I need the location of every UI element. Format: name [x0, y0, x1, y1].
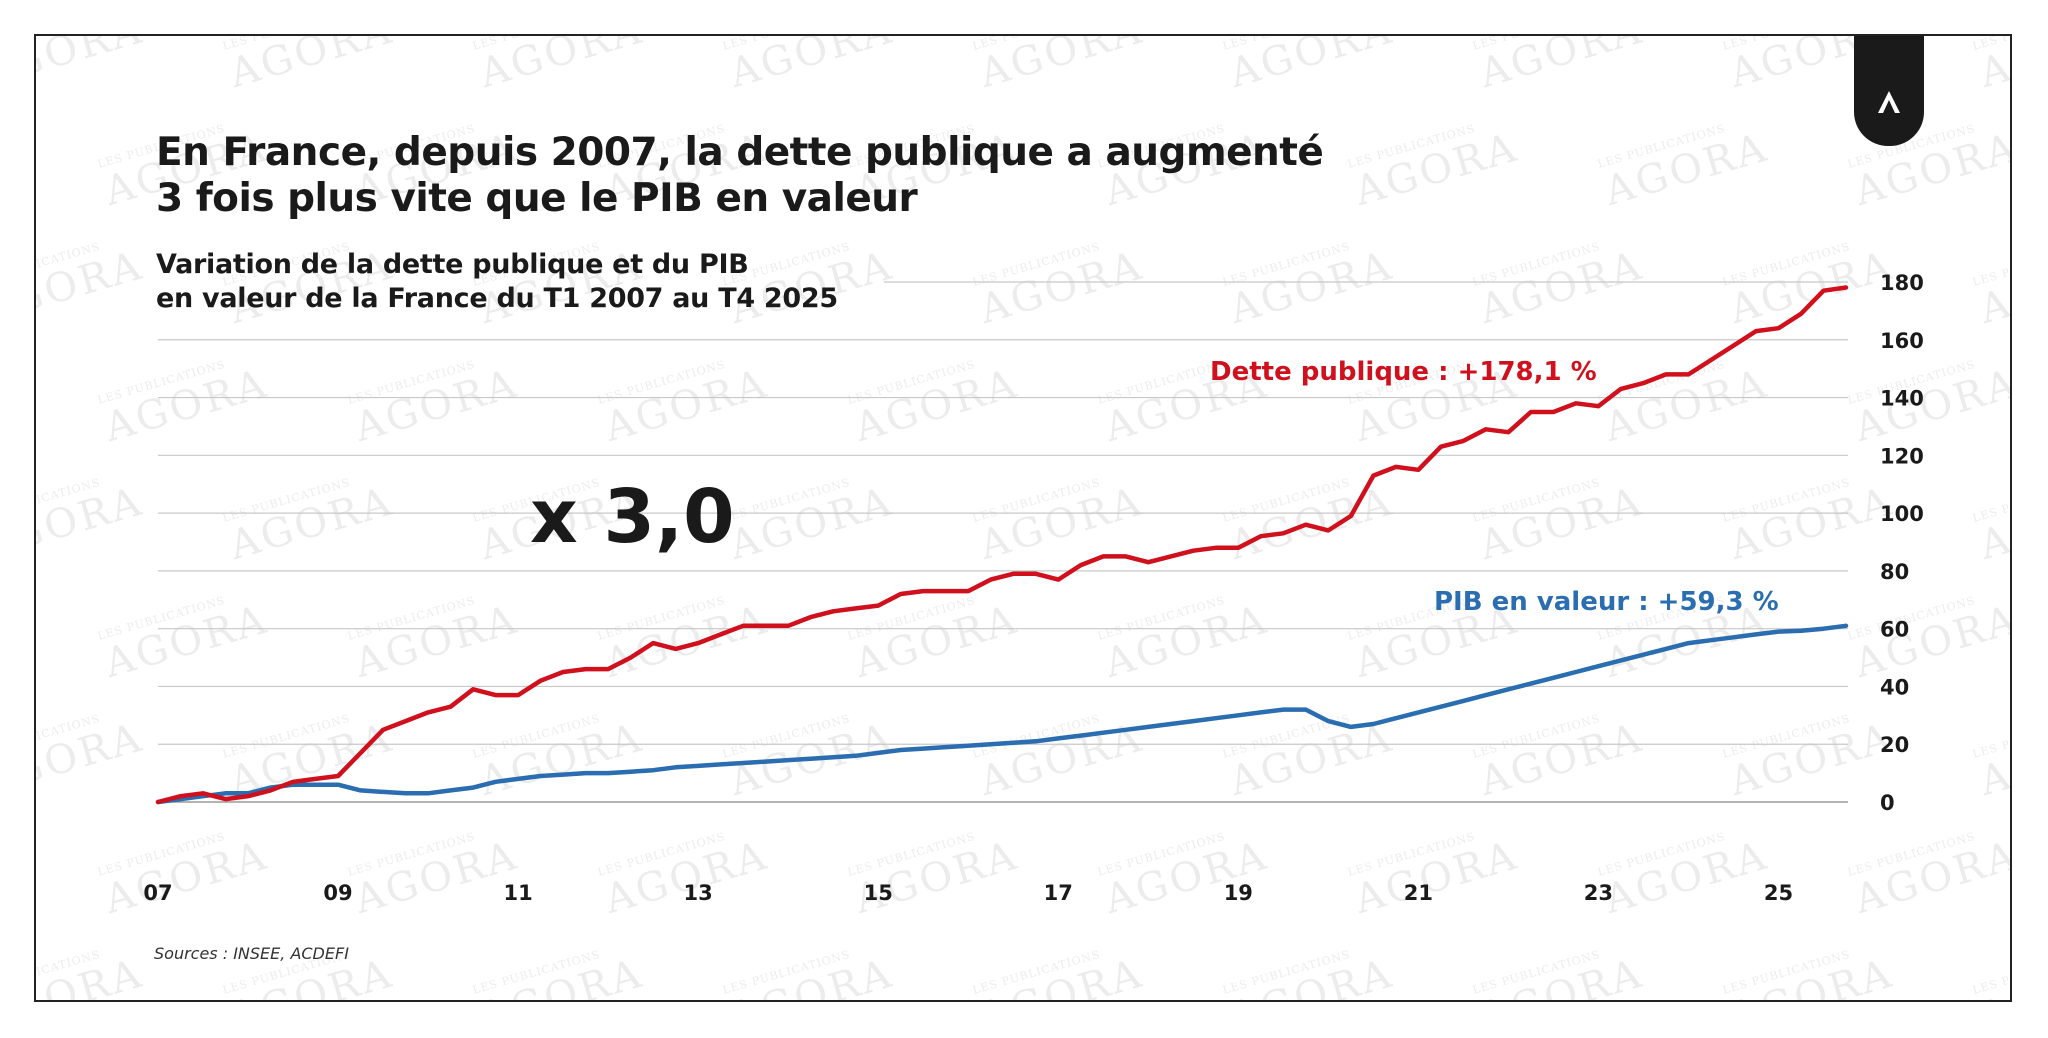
y-tick-label: 60	[1880, 618, 1909, 642]
debt-series-line	[155, 285, 1849, 805]
y-tick-label: 140	[1880, 387, 1924, 411]
y-tick-label: 0	[1880, 791, 1895, 815]
chart-subtitle: Variation de la dette publique et du PIB…	[156, 248, 838, 316]
y-tick-label: 160	[1880, 329, 1924, 353]
x-tick-label: 13	[684, 881, 713, 905]
x-tick-label: 19	[1224, 881, 1253, 905]
x-tick-label: 15	[864, 881, 893, 905]
title-line-1: En France, depuis 2007, la dette publiqu…	[156, 130, 1324, 175]
subtitle-line-2: en valeur de la France du T1 2007 au T4 …	[156, 283, 838, 314]
x-tick-label: 07	[143, 881, 172, 905]
gdp-series-label: PIB en valeur : +59,3 %	[1434, 587, 1779, 617]
debt-series-label: Dette publique : +178,1 %	[1210, 357, 1597, 387]
y-tick-label: 100	[1880, 502, 1924, 526]
y-tick-label: 120	[1880, 444, 1924, 468]
title-line-2: 3 fois plus vite que le PIB en valeur	[156, 176, 918, 221]
subtitle-line-1: Variation de la dette publique et du PIB	[156, 249, 749, 280]
publisher-logo	[1854, 36, 1924, 146]
y-tick-label: 180	[1880, 271, 1924, 295]
y-tick-label: 20	[1880, 733, 1909, 757]
y-tick-label: 40	[1880, 675, 1909, 699]
agora-logo-icon	[1878, 91, 1900, 113]
x-axis-tick-labels: 07 09 11 13 15 17 19 21 23 25	[143, 881, 1793, 905]
x-tick-label: 11	[503, 881, 532, 905]
source-note: Sources : INSEE, ACDEFI	[154, 944, 349, 963]
x-tick-label: 09	[323, 881, 352, 905]
gdp-series-line	[155, 623, 1849, 805]
ratio-annotation: x 3,0	[530, 474, 735, 560]
x-tick-label: 21	[1404, 881, 1433, 905]
x-tick-label: 23	[1584, 881, 1613, 905]
x-tick-label: 25	[1764, 881, 1793, 905]
y-axis-tick-labels: 0 20 40 60 80 100 120 140 160 180	[1880, 271, 1924, 815]
y-tick-label: 80	[1880, 560, 1909, 584]
x-tick-label: 17	[1044, 881, 1073, 905]
series-lines	[155, 285, 1849, 805]
page-title: En France, depuis 2007, la dette publiqu…	[156, 130, 1324, 222]
